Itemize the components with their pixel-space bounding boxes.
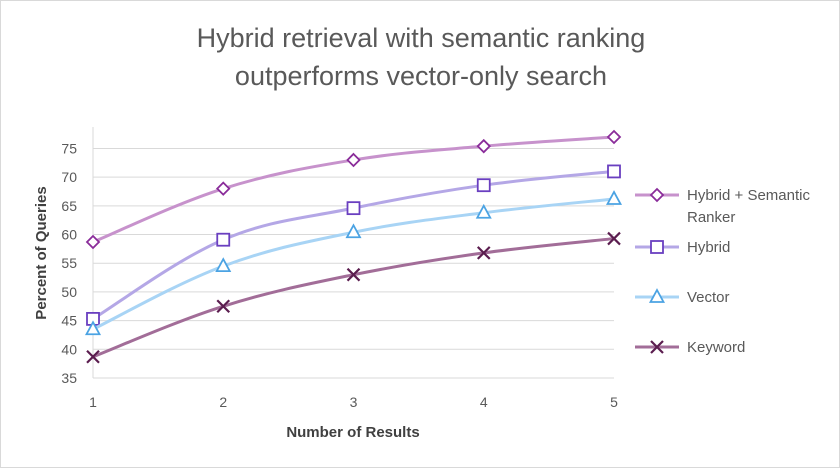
data-point-marker <box>607 164 621 179</box>
y-tick-label: 45 <box>61 313 77 329</box>
data-point-marker <box>85 234 101 250</box>
y-tick-label: 65 <box>61 198 77 214</box>
x-tick-label: 1 <box>89 394 97 410</box>
y-tick-label: 50 <box>61 284 77 300</box>
data-point-marker <box>346 152 361 168</box>
data-point-marker <box>476 178 491 193</box>
legend-label: Hybrid <box>687 239 730 256</box>
series-keyword <box>86 231 621 364</box>
legend-item: Vector <box>635 288 730 306</box>
x-tick-label: 3 <box>350 394 358 410</box>
legend-label: Keyword <box>687 339 745 356</box>
series-line <box>91 237 616 359</box>
x-tick-label: 5 <box>610 394 618 410</box>
legend-label: Ranker <box>687 209 735 226</box>
legend-marker <box>650 240 664 254</box>
data-point-marker <box>86 349 100 364</box>
data-point-marker <box>216 299 231 314</box>
legend-item: Hybrid <box>635 239 730 256</box>
y-tick-label: 75 <box>61 140 77 156</box>
legend-item: Hybrid + Semantic Ranker <box>635 187 810 226</box>
data-point-marker <box>475 203 492 219</box>
y-tick-label: 55 <box>61 255 77 271</box>
series-line <box>91 197 616 331</box>
chart-title-line-2: outperforms vector-only search <box>234 61 608 91</box>
legend-marker <box>650 340 664 354</box>
data-point-marker <box>215 181 231 196</box>
series-layer <box>84 129 623 364</box>
data-point-marker <box>607 231 621 246</box>
x-tick-label: 4 <box>480 394 488 410</box>
y-tick-label: 35 <box>61 370 77 386</box>
y-tick-label: 60 <box>61 227 77 243</box>
data-point-marker <box>346 201 361 216</box>
legend-item: Keyword <box>635 339 745 356</box>
legend-marker <box>648 288 666 303</box>
data-point-marker <box>346 267 361 282</box>
series-hybrid <box>86 164 621 326</box>
data-point-marker <box>476 138 492 154</box>
legend-label: Vector <box>687 289 730 306</box>
data-point-marker <box>606 129 622 145</box>
gridlines <box>93 147 614 379</box>
data-point-marker <box>605 190 623 205</box>
chart-title-line-1: Hybrid retrieval with semantic ranking <box>196 23 646 53</box>
y-axis-label: Percent of Queries <box>33 186 50 319</box>
data-point-marker <box>216 232 231 247</box>
data-point-marker <box>84 320 102 336</box>
data-point-marker <box>476 246 491 260</box>
legend-marker <box>649 187 665 203</box>
legend: Hybrid + Semantic Ranker Hybrid Vector Keywo… <box>635 187 810 356</box>
x-axis-label: Number of Results <box>286 424 419 441</box>
y-tick-label: 40 <box>61 341 77 357</box>
y-tick-label: 70 <box>61 169 77 185</box>
x-tick-label: 2 <box>219 394 227 410</box>
data-point-marker <box>345 223 362 239</box>
series-hybrid-semantic-ranker <box>85 129 622 250</box>
series-vector <box>84 190 623 336</box>
legend-label: Hybrid + Semantic <box>687 187 810 204</box>
data-point-marker <box>215 257 232 273</box>
